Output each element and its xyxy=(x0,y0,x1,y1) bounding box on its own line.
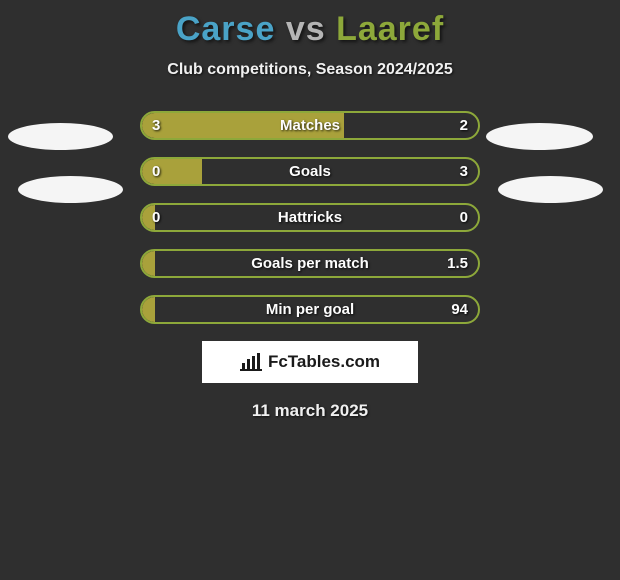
bar-fill xyxy=(142,297,155,322)
stat-row-hattricks: 0 Hattricks 0 xyxy=(140,203,480,232)
stat-value-left: 0 xyxy=(152,157,160,186)
stat-row-min-per-goal: Min per goal 94 xyxy=(140,295,480,324)
stat-value-right: 94 xyxy=(451,295,468,324)
page-title: Carse vs Laaref xyxy=(0,0,620,49)
title-player1: Carse xyxy=(176,10,276,48)
logo-inner: FcTables.com xyxy=(240,352,380,372)
bar-track xyxy=(140,295,480,324)
stat-value-right: 3 xyxy=(460,157,468,186)
stat-row-goals: 0 Goals 3 xyxy=(140,157,480,186)
title-vs: vs xyxy=(286,10,326,48)
comparison-chart: 3 Matches 2 0 Goals 3 0 Hattricks 0 G xyxy=(0,111,620,324)
bar-fill xyxy=(142,113,344,138)
bar-track xyxy=(140,111,480,140)
barchart-icon xyxy=(240,353,262,371)
logo-text: FcTables.com xyxy=(268,352,380,372)
title-player2: Laaref xyxy=(336,10,444,48)
bar-track xyxy=(140,157,480,186)
bar-fill xyxy=(142,251,155,276)
bar-track xyxy=(140,249,480,278)
stat-value-right: 0 xyxy=(460,203,468,232)
subtitle: Club competitions, Season 2024/2025 xyxy=(0,61,620,79)
stat-value-left: 0 xyxy=(152,203,160,232)
date-label: 11 march 2025 xyxy=(0,401,620,421)
stats-container: Carse vs Laaref Club competitions, Seaso… xyxy=(0,0,620,580)
bar-track xyxy=(140,203,480,232)
stat-value-right: 1.5 xyxy=(447,249,468,278)
stat-value-left: 3 xyxy=(152,111,160,140)
stat-row-matches: 3 Matches 2 xyxy=(140,111,480,140)
stat-value-right: 2 xyxy=(460,111,468,140)
stat-row-goals-per-match: Goals per match 1.5 xyxy=(140,249,480,278)
source-logo: FcTables.com xyxy=(202,341,418,383)
